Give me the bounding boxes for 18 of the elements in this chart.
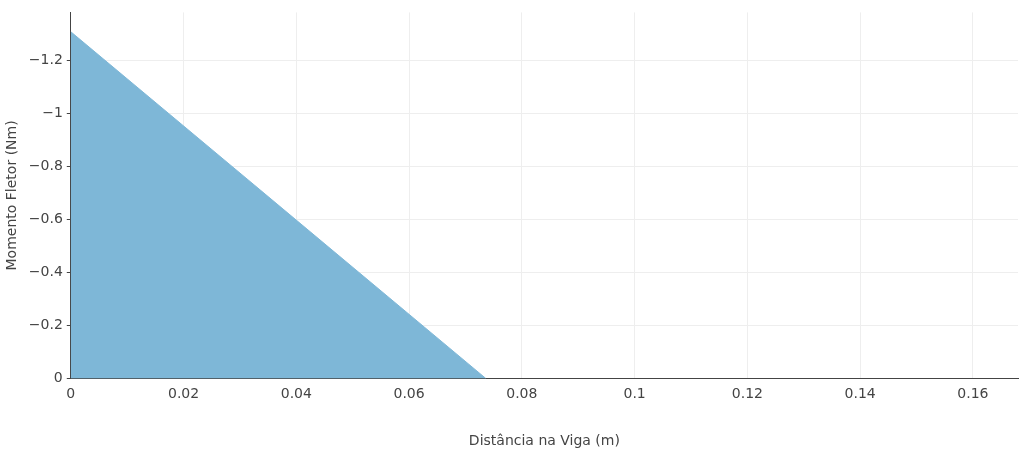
y-tick-label: −0.2: [28, 316, 63, 332]
y-tick-label: −1.2: [28, 50, 63, 67]
x-tick-label: 0.04: [280, 385, 312, 402]
x-tick-label: 0: [66, 385, 76, 402]
y-tick-label: −0.4: [28, 262, 63, 279]
x-tick-label: 0.12: [731, 385, 763, 402]
y-tick-label: −0.8: [28, 156, 63, 173]
x-tick-label: 0.16: [957, 385, 989, 402]
y-tick-label: −0.6: [28, 209, 63, 226]
x-tick-label: 0.08: [506, 385, 538, 402]
x-axis-title: Distância na Viga (m): [468, 432, 620, 449]
x-tick-label: 0.02: [167, 385, 200, 402]
y-tick-label: 0: [53, 369, 63, 386]
x-tick-label: 0.14: [844, 385, 876, 402]
x-tick-label: 0.1: [623, 385, 646, 402]
y-axis-title: Momento Fletor (Nm): [3, 120, 20, 271]
y-tick-label: −1: [42, 103, 63, 120]
x-tick-label: 0.06: [393, 385, 425, 402]
